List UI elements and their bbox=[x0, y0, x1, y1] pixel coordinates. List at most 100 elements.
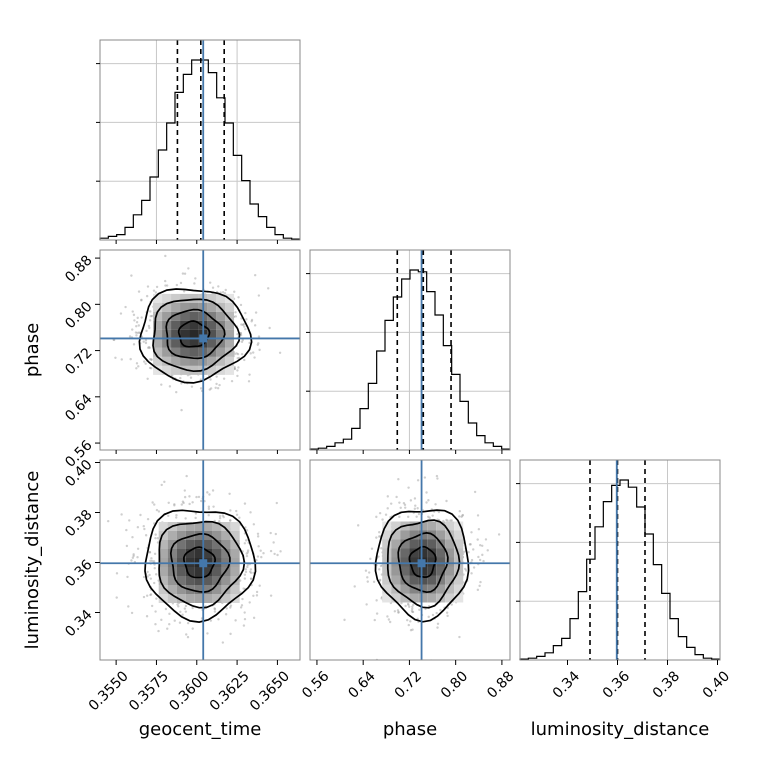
x-tick-label-phase-0: 0.56 bbox=[299, 668, 332, 701]
sample-point bbox=[146, 377, 149, 380]
sample-point bbox=[148, 573, 151, 577]
sample-point bbox=[221, 291, 225, 294]
x-tick-label-geocent_time-1: 0.3575 bbox=[126, 668, 172, 714]
sample-point bbox=[127, 605, 130, 608]
sample-point bbox=[472, 566, 476, 569]
sample-point bbox=[242, 624, 246, 627]
density-cell bbox=[454, 593, 464, 603]
density-cell bbox=[212, 522, 222, 531]
density-cell bbox=[194, 531, 204, 540]
density-cell bbox=[207, 329, 217, 339]
sample-point bbox=[200, 499, 203, 503]
x-tick-label-luminosity_distance-3: 0.40 bbox=[700, 668, 733, 701]
sample-point bbox=[137, 290, 141, 293]
sample-point bbox=[435, 474, 439, 478]
injection-marker bbox=[199, 559, 208, 568]
density-cell bbox=[203, 567, 213, 576]
sample-point bbox=[163, 279, 167, 283]
sample-point bbox=[243, 502, 247, 505]
sample-point bbox=[183, 495, 187, 499]
sample-point bbox=[240, 604, 244, 607]
sample-point bbox=[154, 623, 157, 626]
density-cell bbox=[194, 594, 204, 603]
sample-point bbox=[245, 529, 249, 532]
density-cell bbox=[189, 302, 199, 312]
density-cell bbox=[212, 576, 222, 585]
sample-point bbox=[136, 526, 140, 529]
sample-point bbox=[256, 532, 260, 535]
x-tick-label-geocent_time-2: 0.3600 bbox=[166, 668, 212, 714]
sample-point bbox=[472, 548, 475, 551]
sample-point bbox=[408, 605, 411, 608]
sample-point bbox=[140, 316, 143, 319]
density-cell bbox=[221, 549, 231, 558]
sample-point bbox=[149, 593, 152, 597]
sample-point bbox=[178, 621, 182, 624]
sample-point bbox=[407, 515, 410, 519]
density-cell bbox=[427, 548, 437, 558]
sample-point bbox=[218, 383, 221, 387]
density-cell bbox=[194, 549, 204, 558]
histogram-steps-luminosity_distance bbox=[519, 479, 720, 660]
sample-point bbox=[209, 281, 212, 284]
panel-frame-geocent_time bbox=[99, 39, 301, 241]
density-cell bbox=[454, 521, 464, 531]
sample-point bbox=[269, 549, 273, 553]
sample-point bbox=[272, 541, 275, 544]
density-cell bbox=[185, 567, 195, 576]
sample-point bbox=[229, 604, 233, 607]
density-cell bbox=[216, 329, 226, 339]
sample-point bbox=[248, 373, 251, 376]
sample-point bbox=[477, 528, 481, 531]
x-axis-label-luminosity_distance: luminosity_distance bbox=[531, 719, 710, 740]
density-cell bbox=[382, 584, 392, 594]
density-cell bbox=[180, 311, 190, 321]
sample-point bbox=[415, 515, 418, 518]
sample-point bbox=[377, 555, 380, 558]
sample-point bbox=[167, 514, 170, 518]
contour-level-3 bbox=[177, 320, 211, 348]
sample-point bbox=[246, 551, 249, 554]
sample-point bbox=[131, 556, 135, 559]
density-cell bbox=[445, 566, 455, 576]
sample-point bbox=[160, 483, 163, 487]
sample-point bbox=[181, 613, 184, 616]
sample-point bbox=[144, 341, 148, 345]
sample-point bbox=[164, 284, 167, 287]
sample-point bbox=[409, 620, 412, 623]
sample-point bbox=[160, 383, 163, 386]
density-cell bbox=[167, 540, 177, 549]
density-cell bbox=[153, 347, 163, 357]
density-cell bbox=[391, 593, 401, 603]
density-cell bbox=[445, 593, 455, 603]
sample-point bbox=[427, 499, 430, 502]
sample-point bbox=[179, 376, 182, 380]
sample-point bbox=[386, 615, 389, 618]
density-cell bbox=[400, 539, 410, 549]
sample-point bbox=[209, 378, 212, 381]
sample-point bbox=[236, 374, 239, 378]
sample-point bbox=[152, 289, 156, 292]
sample-point bbox=[241, 338, 244, 342]
sample-point bbox=[246, 563, 249, 567]
density-cell bbox=[400, 566, 410, 576]
sample-point bbox=[125, 528, 128, 532]
sample-point bbox=[343, 618, 346, 622]
sample-point bbox=[146, 575, 149, 578]
density-cell bbox=[207, 302, 217, 312]
sample-point bbox=[168, 623, 171, 626]
sample-point bbox=[248, 601, 251, 604]
sample-point bbox=[146, 517, 150, 521]
sample-point bbox=[237, 366, 240, 369]
sample-point bbox=[218, 514, 222, 518]
sample-point bbox=[148, 319, 152, 322]
x-axis-label-geocent_time: geocent_time bbox=[139, 719, 262, 740]
panel-frame-phase bbox=[309, 249, 511, 451]
density-cell bbox=[221, 531, 231, 540]
density-cell bbox=[445, 521, 455, 531]
sample-point bbox=[120, 358, 123, 361]
sample-point bbox=[409, 499, 413, 502]
sample-point bbox=[467, 551, 470, 554]
sample-point bbox=[273, 552, 276, 556]
sample-point bbox=[269, 531, 272, 535]
